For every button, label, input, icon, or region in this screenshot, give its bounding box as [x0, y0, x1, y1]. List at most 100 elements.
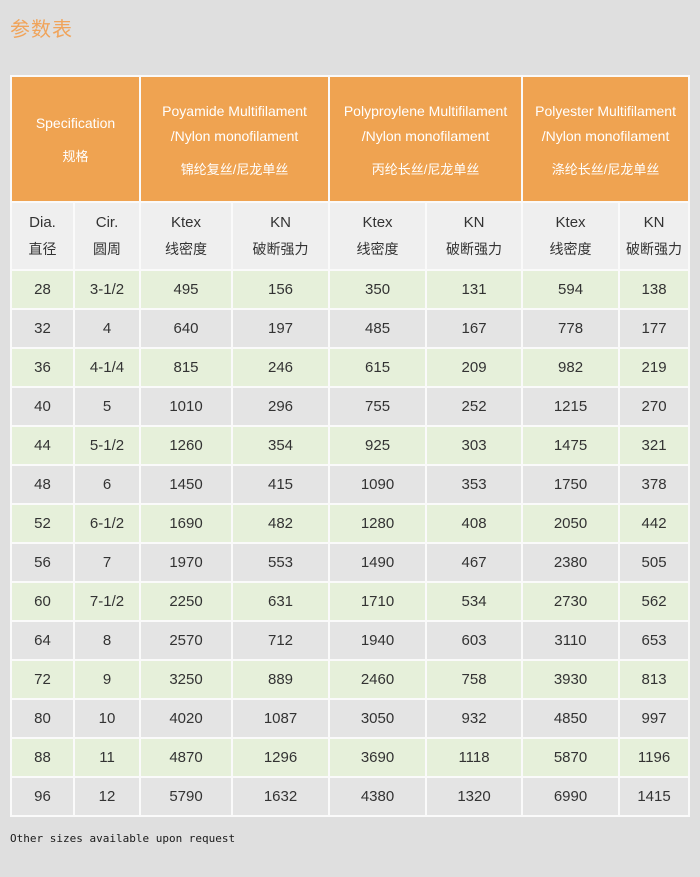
table-cell: 925 [330, 427, 426, 464]
table-row: 52 6-1/2 1690 482 1280 408 2050 442 [12, 505, 689, 542]
table-cell: 252 [427, 388, 522, 425]
table-row: 80 10 4020 1087 3050 932 4850 997 [12, 700, 689, 737]
table-cell: 1940 [330, 622, 426, 659]
column-label-en: KN [270, 214, 291, 232]
table-row: 32 4 640 197 485 167 778 177 [12, 310, 689, 347]
table-cell: 1970 [141, 544, 232, 581]
table-cell: 4020 [141, 700, 232, 737]
column-header-kn-polyester: KN 破断强力 [620, 203, 689, 269]
table-cell: 997 [620, 700, 689, 737]
group-header-polypropylene: Polyproylene Multifilament /Nylon monofi… [330, 77, 522, 201]
table-cell: 1118 [427, 739, 522, 776]
table-cell: 64 [12, 622, 73, 659]
table-cell: 10 [75, 700, 140, 737]
table-cell: 44 [12, 427, 73, 464]
table-cell: 270 [620, 388, 689, 425]
table-cell: 1320 [427, 778, 522, 815]
table-cell: 1415 [620, 778, 689, 815]
column-label-zh: 线密度 [165, 241, 208, 258]
table-header: Specification 规格 Poyamide Multifilament … [12, 77, 689, 269]
group-header-specification: Specification 规格 [12, 77, 140, 201]
table-cell: 48 [12, 466, 73, 503]
table-cell: 982 [523, 349, 619, 386]
table-cell: 553 [233, 544, 329, 581]
table-cell: 1260 [141, 427, 232, 464]
table-cell: 415 [233, 466, 329, 503]
table-cell: 3690 [330, 739, 426, 776]
table-cell: 378 [620, 466, 689, 503]
group-header-polyamide: Poyamide Multifilament /Nylon monofilame… [141, 77, 329, 201]
table-cell: 1087 [233, 700, 329, 737]
table-row: 60 7-1/2 2250 631 1710 534 2730 562 [12, 583, 689, 620]
column-label-en: KN [463, 214, 485, 232]
group-label-en: /Nylon monofilament [541, 128, 670, 145]
table-cell: 5-1/2 [75, 427, 140, 464]
table-row: 48 6 1450 415 1090 353 1750 378 [12, 466, 689, 503]
table-cell: 889 [233, 661, 329, 698]
table-cell: 3110 [523, 622, 619, 659]
table-cell: 3-1/2 [75, 271, 140, 308]
column-header-ktex-polyamide: Ktex 线密度 [141, 203, 232, 269]
table-cell: 246 [233, 349, 329, 386]
table-cell: 482 [233, 505, 329, 542]
subheader-row: Dia. 直径 Cir. 圆周 Ktex 线密度 KN 破断强力 Ktex [12, 203, 689, 269]
table-row: 40 5 1010 296 755 252 1215 270 [12, 388, 689, 425]
table-cell: 932 [427, 700, 522, 737]
table-cell: 1296 [233, 739, 329, 776]
table-cell: 2380 [523, 544, 619, 581]
table-cell: 1010 [141, 388, 232, 425]
column-header-diameter: Dia. 直径 [12, 203, 73, 269]
column-label-zh: 线密度 [549, 241, 592, 258]
column-header-kn-polypropylene: KN 破断强力 [427, 203, 522, 269]
table-cell: 1090 [330, 466, 426, 503]
table-cell: 156 [233, 271, 329, 308]
table-cell: 9 [75, 661, 140, 698]
table-cell: 1690 [141, 505, 232, 542]
table-cell: 4850 [523, 700, 619, 737]
table-cell: 11 [75, 739, 140, 776]
table-cell: 1280 [330, 505, 426, 542]
table-cell: 8 [75, 622, 140, 659]
table-cell: 5 [75, 388, 140, 425]
table-cell: 603 [427, 622, 522, 659]
column-label-en: Ktex [362, 214, 393, 232]
table-cell: 594 [523, 271, 619, 308]
column-label-zh: 破断强力 [252, 241, 309, 258]
table-cell: 296 [233, 388, 329, 425]
group-header-row: Specification 规格 Poyamide Multifilament … [12, 77, 689, 201]
table-cell: 815 [141, 349, 232, 386]
group-label-en: /Nylon monofilament [170, 128, 299, 145]
table-cell: 5790 [141, 778, 232, 815]
table-cell: 758 [427, 661, 522, 698]
table-cell: 88 [12, 739, 73, 776]
column-label-en: Ktex [555, 214, 586, 232]
table-cell: 562 [620, 583, 689, 620]
table-cell: 3050 [330, 700, 426, 737]
table-cell: 640 [141, 310, 232, 347]
table-cell: 712 [233, 622, 329, 659]
table-row: 44 5-1/2 1260 354 925 303 1475 321 [12, 427, 689, 464]
table-row: 96 12 5790 1632 4380 1320 6990 1415 [12, 778, 689, 815]
table-row: 72 9 3250 889 2460 758 3930 813 [12, 661, 689, 698]
table-cell: 60 [12, 583, 73, 620]
spec-table: Specification 规格 Poyamide Multifilament … [10, 75, 691, 817]
group-header-polyester: Polyester Multifilament /Nylon monofilam… [523, 77, 689, 201]
table-row: 36 4-1/4 815 246 615 209 982 219 [12, 349, 689, 386]
footer-note: Other sizes available upon request [10, 832, 236, 845]
column-label-zh: 直径 [28, 241, 57, 258]
group-label-zh: 丙纶长丝/尼龙单丝 [371, 162, 480, 178]
column-label-zh: 线密度 [356, 241, 399, 258]
table-cell: 209 [427, 349, 522, 386]
group-label-en: /Nylon monofilament [361, 128, 490, 145]
column-label-zh: 圆周 [93, 241, 121, 258]
table-cell: 354 [233, 427, 329, 464]
table-cell: 534 [427, 583, 522, 620]
table-cell: 5870 [523, 739, 619, 776]
column-label-en: Cir. [95, 214, 119, 232]
table-cell: 495 [141, 271, 232, 308]
table-cell: 485 [330, 310, 426, 347]
table-cell: 755 [330, 388, 426, 425]
table-cell: 2570 [141, 622, 232, 659]
table-cell: 1475 [523, 427, 619, 464]
column-header-circumference: Cir. 圆周 [75, 203, 140, 269]
